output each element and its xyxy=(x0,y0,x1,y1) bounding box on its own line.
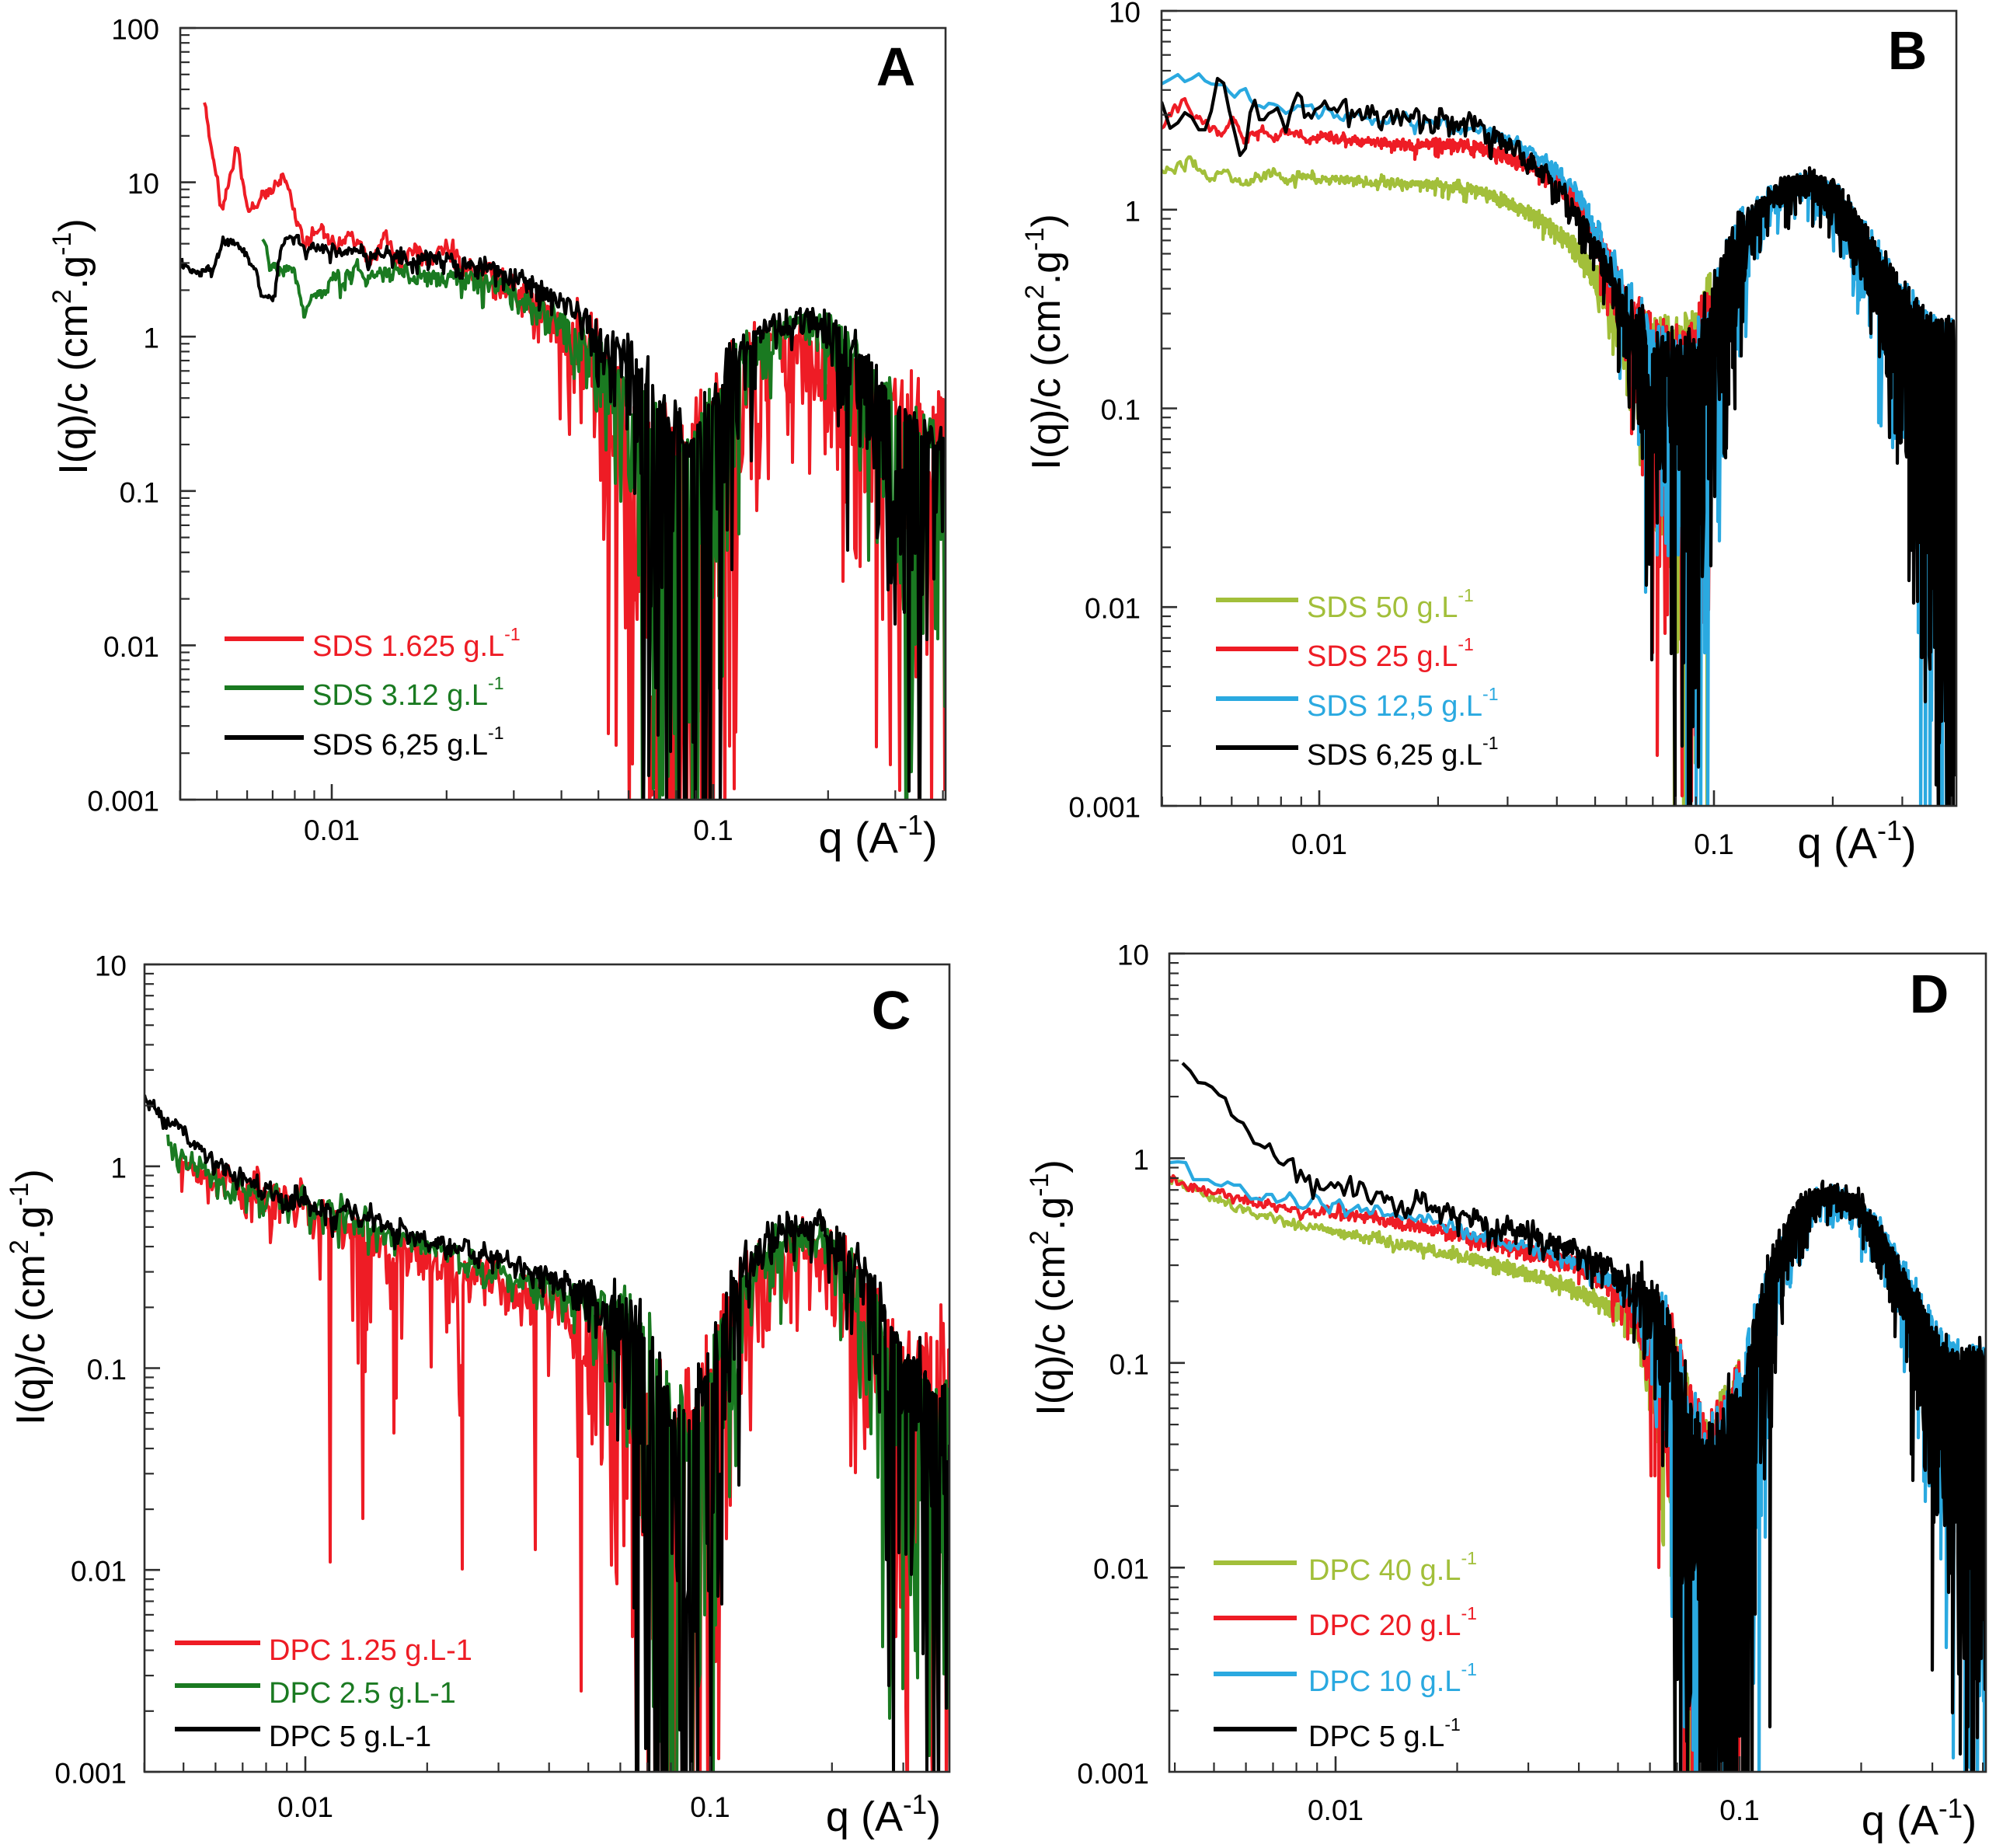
svg-text:10: 10 xyxy=(1117,940,1149,971)
svg-text:SDS 12,5 g.L-1: SDS 12,5 g.L-1 xyxy=(1307,684,1499,723)
svg-text:0.01: 0.01 xyxy=(1093,1553,1149,1585)
svg-text:DPC 1.25 g.L-1: DPC 1.25 g.L-1 xyxy=(269,1634,472,1667)
svg-text:DPC 10 g.L-1: DPC 10 g.L-1 xyxy=(1308,1659,1477,1698)
svg-text:SDS 3.12 g.L-1: SDS 3.12 g.L-1 xyxy=(312,673,504,712)
svg-text:0.01: 0.01 xyxy=(1291,828,1347,860)
svg-text:0.001: 0.001 xyxy=(1068,792,1141,824)
svg-text:0.1: 0.1 xyxy=(690,1791,730,1823)
svg-text:I(q)/c (cm2.g-1): I(q)/c (cm2.g-1) xyxy=(5,1169,54,1424)
svg-text:1: 1 xyxy=(110,1152,127,1184)
svg-text:B: B xyxy=(1888,20,1928,81)
svg-text:SDS 50 g.L-1: SDS 50 g.L-1 xyxy=(1307,585,1474,624)
svg-text:0.01: 0.01 xyxy=(1085,593,1141,625)
svg-text:0.001: 0.001 xyxy=(54,1758,127,1790)
svg-text:0.01: 0.01 xyxy=(1308,1794,1364,1826)
svg-text:I(q)/c (cm2.g-1): I(q)/c (cm2.g-1) xyxy=(1020,214,1069,469)
svg-text:SDS 1.625 g.L-1: SDS 1.625 g.L-1 xyxy=(312,624,521,663)
svg-text:DPC 2.5 g.L-1: DPC 2.5 g.L-1 xyxy=(269,1677,456,1710)
svg-text:SDS 6,25 g.L-1: SDS 6,25 g.L-1 xyxy=(1307,733,1499,772)
svg-text:0.1: 0.1 xyxy=(1694,828,1733,860)
svg-text:DPC 40 g.L-1: DPC 40 g.L-1 xyxy=(1308,1548,1477,1587)
svg-text:C: C xyxy=(872,980,911,1041)
svg-text:0.1: 0.1 xyxy=(87,1354,127,1386)
svg-text:DPC 20 g.L-1: DPC 20 g.L-1 xyxy=(1308,1603,1477,1642)
svg-text:SDS 25 g.L-1: SDS 25 g.L-1 xyxy=(1307,634,1474,673)
svg-text:1: 1 xyxy=(1124,195,1141,227)
svg-text:1: 1 xyxy=(143,323,159,354)
svg-text:0.1: 0.1 xyxy=(120,476,159,508)
svg-text:0.1: 0.1 xyxy=(1719,1794,1759,1826)
svg-text:100: 100 xyxy=(111,14,159,46)
svg-text:0.01: 0.01 xyxy=(71,1556,127,1588)
svg-text:D: D xyxy=(1910,964,1949,1024)
svg-text:0.01: 0.01 xyxy=(277,1791,333,1823)
svg-text:0.001: 0.001 xyxy=(87,786,159,818)
svg-text:0.01: 0.01 xyxy=(304,814,360,846)
svg-text:0.1: 0.1 xyxy=(1101,394,1141,426)
svg-text:I(q)/c (cm2.g-1): I(q)/c (cm2.g-1) xyxy=(47,218,96,474)
svg-text:q (A-1): q (A-1) xyxy=(826,1790,941,1840)
svg-text:0.1: 0.1 xyxy=(1109,1348,1149,1380)
svg-text:DPC 5 g.L-1: DPC 5 g.L-1 xyxy=(269,1721,431,1753)
svg-text:1: 1 xyxy=(1133,1144,1149,1176)
svg-text:0.1: 0.1 xyxy=(693,814,733,846)
svg-text:I(q)/c (cm2.g-1): I(q)/c (cm2.g-1) xyxy=(1025,1159,1074,1415)
svg-text:10: 10 xyxy=(95,950,127,982)
svg-text:DPC 5 g.L-1: DPC 5 g.L-1 xyxy=(1308,1714,1461,1753)
svg-text:A: A xyxy=(876,37,916,97)
svg-text:0.01: 0.01 xyxy=(103,631,159,663)
svg-text:10: 10 xyxy=(127,168,159,200)
svg-text:0.001: 0.001 xyxy=(1077,1758,1149,1790)
svg-text:10: 10 xyxy=(1109,0,1141,29)
svg-text:SDS 6,25 g.L-1: SDS 6,25 g.L-1 xyxy=(312,723,504,762)
